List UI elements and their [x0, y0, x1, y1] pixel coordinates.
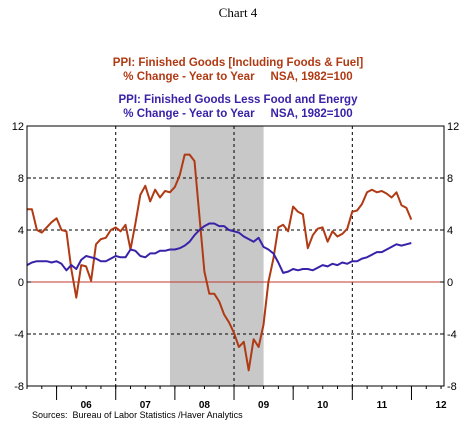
- y-tick-label-left: 4: [18, 225, 24, 237]
- x-tick-label: 12: [435, 400, 447, 411]
- y-tick-label-right: 4: [447, 225, 453, 237]
- y-tick-label-left: -8: [14, 381, 24, 393]
- y-tick-label-right: -4: [447, 329, 457, 341]
- y-tick-label-right: -8: [447, 381, 457, 393]
- y-tick-label-right: 8: [447, 173, 453, 185]
- y-tick-label-right: 0: [447, 277, 453, 289]
- x-tick-label: 07: [140, 400, 152, 411]
- legend-series-2-name: PPI: Finished Goods Less Food and Energy: [119, 94, 359, 106]
- x-tick-label: 09: [258, 400, 270, 411]
- y-tick-label-left: 12: [12, 121, 24, 133]
- y-tick-label-left: 0: [18, 277, 24, 289]
- legend-series-2-subtitle: % Change - Year to Year NSA, 1982=100: [123, 108, 352, 120]
- y-tick-label-left: -4: [14, 329, 24, 341]
- plot-area: -8 -8 -4 -4 0 0 4 4 8 8 12 12 06 07 08 09 10 11 12: [12, 121, 460, 411]
- legend-series-1-name: PPI: Finished Goods [Including Foods & F…: [113, 57, 364, 69]
- series-line-2: [26, 222, 412, 274]
- y-tick-label-left: 8: [18, 173, 24, 185]
- x-tick-label: 10: [317, 400, 329, 411]
- x-tick-label: 06: [81, 400, 93, 411]
- recession-shading: [169, 126, 264, 386]
- x-tick-label: 11: [377, 400, 388, 411]
- series-line-1: [27, 153, 413, 372]
- legend-series-1-subtitle: % Change - Year to Year NSA, 1982=100: [123, 71, 352, 83]
- y-tick-label-right: 12: [447, 121, 459, 133]
- source-note: Sources: Bureau of Labor Statistics /Hav…: [32, 410, 243, 420]
- chart-caption: Chart 4: [219, 5, 258, 20]
- x-tick-label: 08: [199, 400, 211, 411]
- plot-frame: [26, 125, 445, 387]
